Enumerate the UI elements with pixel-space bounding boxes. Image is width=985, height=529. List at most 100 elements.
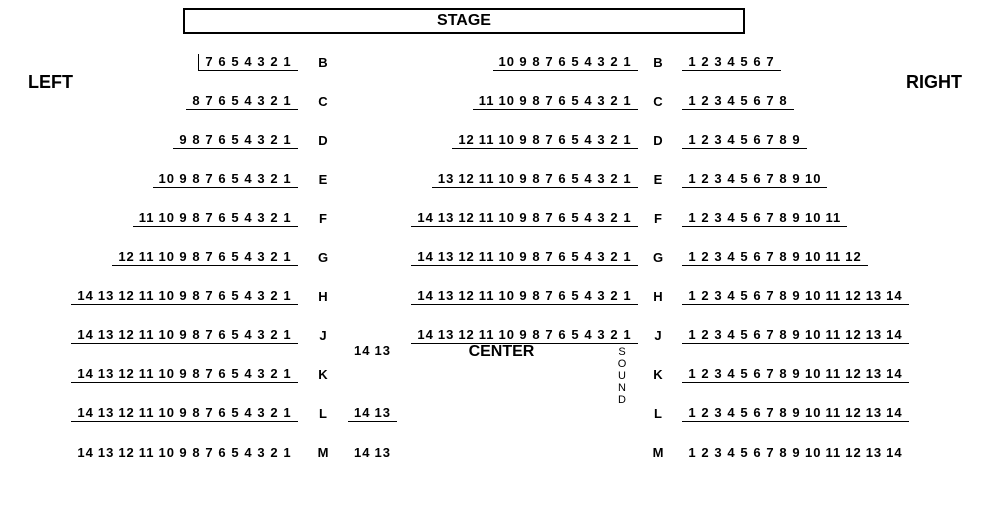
seat[interactable]: 2 <box>701 288 710 303</box>
seat[interactable]: 2 <box>701 171 710 186</box>
seat[interactable]: 5 <box>231 366 240 381</box>
seat[interactable]: 1 <box>623 54 632 69</box>
seat[interactable]: 4 <box>727 249 736 264</box>
seat[interactable]: 11 <box>139 366 155 381</box>
seat[interactable]: 4 <box>584 288 593 303</box>
seat[interactable]: 9 <box>519 93 528 108</box>
seat[interactable]: 9 <box>519 210 528 225</box>
seat[interactable]: 14 <box>417 288 433 303</box>
seat[interactable]: 8 <box>779 249 788 264</box>
seat[interactable]: 2 <box>270 54 279 69</box>
seat[interactable]: 2 <box>701 54 710 69</box>
seat[interactable]: 7 <box>205 405 214 420</box>
seat[interactable]: 3 <box>714 288 723 303</box>
seat[interactable]: 5 <box>571 132 580 147</box>
seat[interactable]: 4 <box>244 93 253 108</box>
seat[interactable]: 12 <box>118 405 134 420</box>
seat[interactable]: 2 <box>610 132 619 147</box>
seat[interactable]: 2 <box>270 210 279 225</box>
seat[interactable]: 5 <box>231 132 240 147</box>
seat[interactable]: 2 <box>701 210 710 225</box>
seat[interactable]: 13 <box>98 366 114 381</box>
seat[interactable]: 2 <box>701 445 710 460</box>
seat[interactable]: 5 <box>740 93 749 108</box>
seat[interactable]: 4 <box>727 54 736 69</box>
seat[interactable]: 13 <box>98 405 114 420</box>
seat[interactable]: 7 <box>545 327 554 342</box>
seat[interactable]: 8 <box>532 210 541 225</box>
seat[interactable]: 5 <box>740 132 749 147</box>
seat[interactable]: 12 <box>458 210 474 225</box>
seat[interactable]: 8 <box>779 445 788 460</box>
seat[interactable]: 9 <box>792 327 801 342</box>
seat[interactable]: 4 <box>584 93 593 108</box>
seat[interactable]: 1 <box>283 327 292 342</box>
seat[interactable]: 6 <box>558 132 567 147</box>
seat[interactable]: 9 <box>519 132 528 147</box>
seat[interactable]: 7 <box>205 132 214 147</box>
seat[interactable]: 11 <box>139 249 155 264</box>
seat[interactable]: 12 <box>845 327 861 342</box>
seat[interactable]: 7 <box>766 405 775 420</box>
seat[interactable]: 5 <box>231 93 240 108</box>
seat[interactable]: 4 <box>727 171 736 186</box>
seat[interactable]: 5 <box>571 327 580 342</box>
seat[interactable]: 1 <box>688 445 697 460</box>
seat[interactable]: 8 <box>192 249 201 264</box>
seat[interactable]: 3 <box>714 327 723 342</box>
seat[interactable]: 12 <box>118 288 134 303</box>
seat[interactable]: 9 <box>792 366 801 381</box>
seat[interactable]: 2 <box>610 171 619 186</box>
seat[interactable]: 2 <box>701 93 710 108</box>
seat[interactable]: 8 <box>532 54 541 69</box>
seat[interactable]: 1 <box>688 327 697 342</box>
seat[interactable]: 8 <box>192 445 201 460</box>
seat[interactable]: 6 <box>753 366 762 381</box>
seat[interactable]: 7 <box>205 445 214 460</box>
seat[interactable]: 5 <box>231 445 240 460</box>
seat[interactable]: 8 <box>192 93 201 108</box>
seat[interactable]: 12 <box>845 445 861 460</box>
seat[interactable]: 2 <box>701 327 710 342</box>
seat[interactable]: 3 <box>597 288 606 303</box>
seat[interactable]: 1 <box>688 288 697 303</box>
seat[interactable]: 7 <box>766 249 775 264</box>
seat[interactable]: 7 <box>766 445 775 460</box>
seat[interactable]: 4 <box>727 210 736 225</box>
seat[interactable]: 11 <box>479 132 495 147</box>
seat[interactable]: 1 <box>283 405 292 420</box>
seat[interactable]: 10 <box>499 171 515 186</box>
seat[interactable]: 13 <box>374 405 390 420</box>
seat[interactable]: 10 <box>159 366 175 381</box>
seat[interactable]: 9 <box>179 445 188 460</box>
seat[interactable]: 5 <box>740 171 749 186</box>
seat[interactable]: 7 <box>545 210 554 225</box>
seat[interactable]: 11 <box>479 171 495 186</box>
seat[interactable]: 11 <box>825 249 841 264</box>
seat[interactable]: 7 <box>545 93 554 108</box>
seat[interactable]: 9 <box>179 327 188 342</box>
seat[interactable]: 5 <box>571 210 580 225</box>
seat[interactable]: 14 <box>417 327 433 342</box>
seat[interactable]: 3 <box>597 327 606 342</box>
seat[interactable]: 6 <box>218 366 227 381</box>
seat[interactable]: 13 <box>438 288 454 303</box>
seat[interactable]: 14 <box>886 327 902 342</box>
seat[interactable]: 1 <box>688 405 697 420</box>
seat[interactable]: 6 <box>753 327 762 342</box>
seat[interactable]: 7 <box>766 327 775 342</box>
seat[interactable]: 3 <box>714 132 723 147</box>
seat[interactable]: 13 <box>98 445 114 460</box>
seat[interactable]: 1 <box>283 171 292 186</box>
seat[interactable]: 1 <box>688 366 697 381</box>
seat[interactable]: 4 <box>727 132 736 147</box>
seat[interactable]: 13 <box>866 288 882 303</box>
seat[interactable]: 6 <box>218 288 227 303</box>
seat[interactable]: 13 <box>866 366 882 381</box>
seat[interactable]: 11 <box>825 445 841 460</box>
seat[interactable]: 6 <box>558 93 567 108</box>
seat[interactable]: 8 <box>192 327 201 342</box>
seat[interactable]: 5 <box>231 405 240 420</box>
seat[interactable]: 12 <box>118 366 134 381</box>
seat[interactable]: 1 <box>623 171 632 186</box>
